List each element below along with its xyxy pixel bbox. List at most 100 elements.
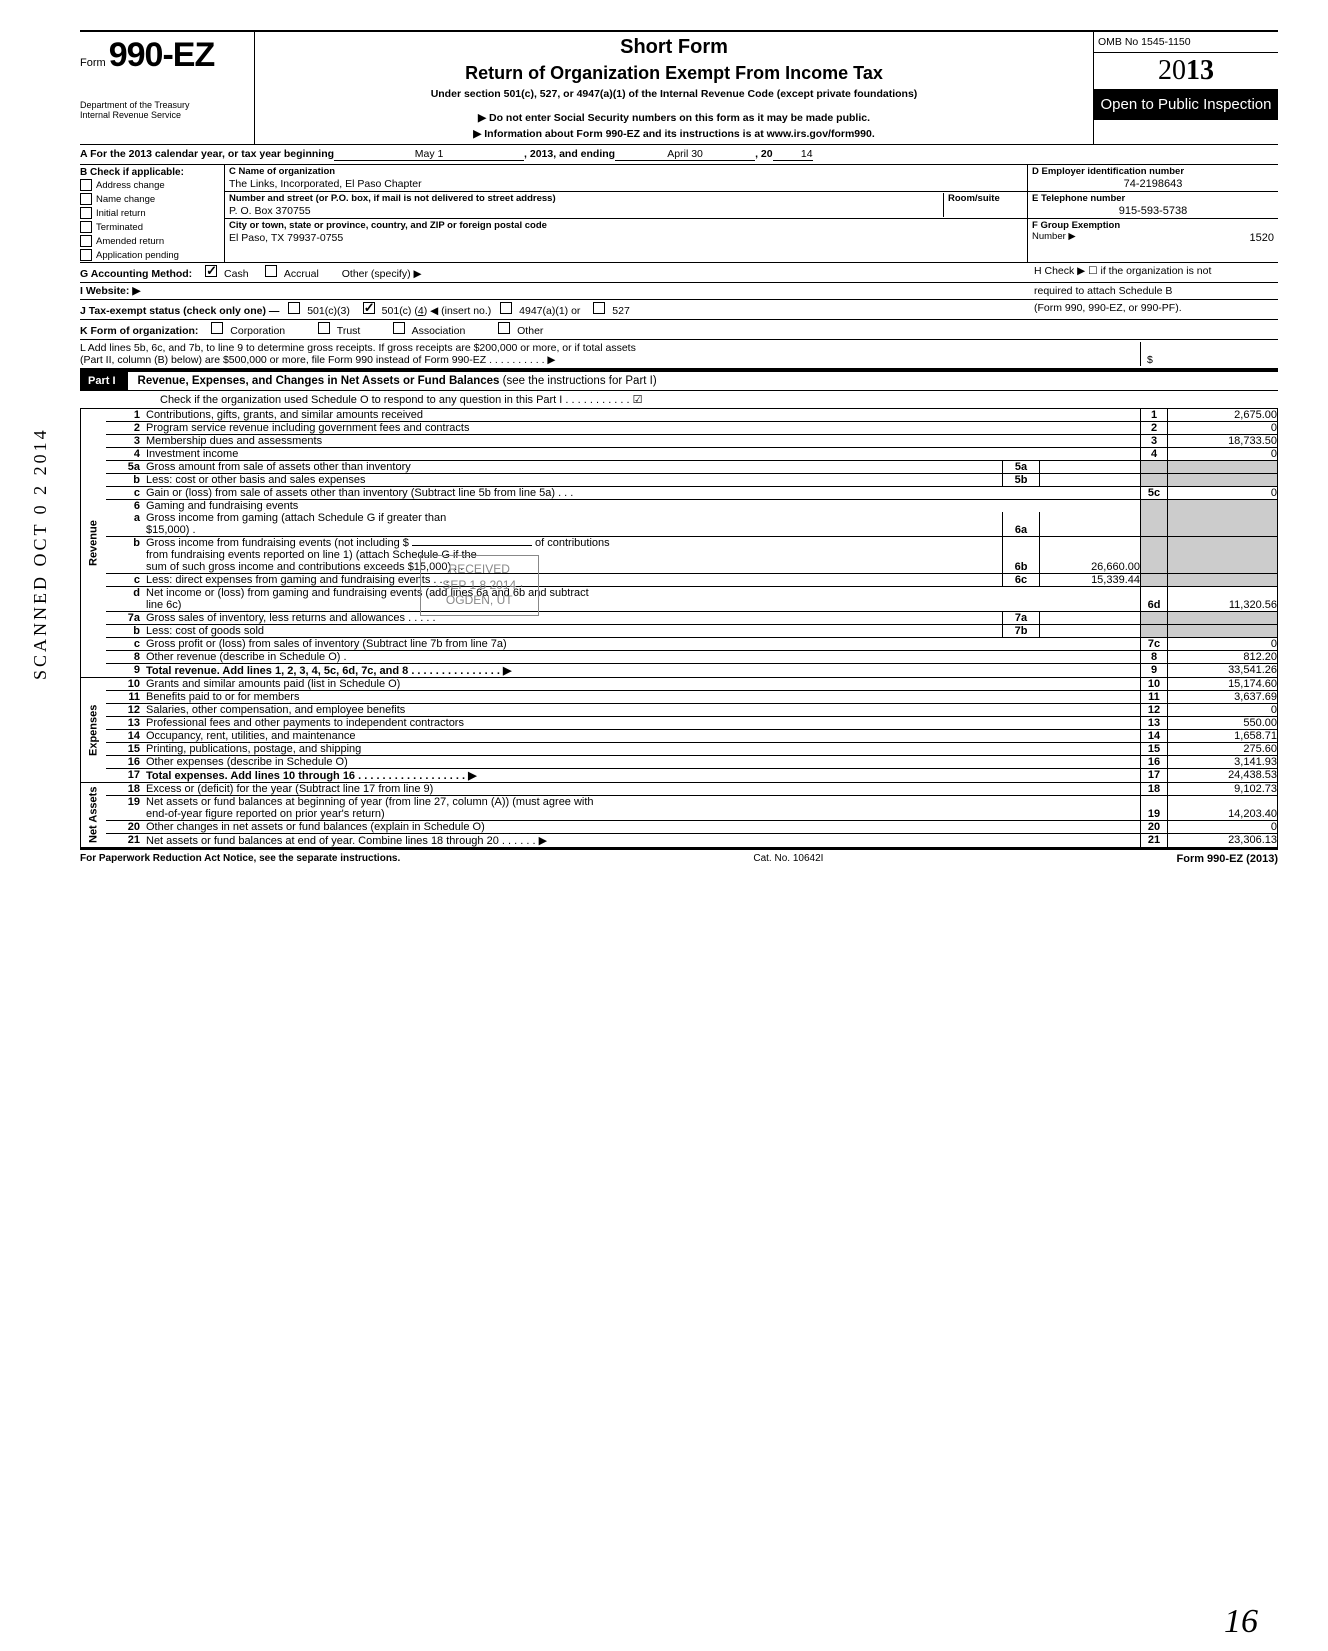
amt-17: 24,438.53 [1168,769,1278,782]
org-city: El Paso, TX 79937-0755 [229,231,1023,244]
ty-end-month: April 30 [615,148,755,161]
amt-12: 0 [1168,704,1278,716]
scanned-stamp: SCANNED OCT 0 2 2014 [30,427,51,680]
chk-amended[interactable] [80,235,92,247]
expenses-section: Expenses 10Grants and similar amounts pa… [80,678,1278,783]
expenses-label: Expenses [80,678,106,782]
open-to-public: Open to Public Inspection [1094,90,1278,120]
desc-21: Net assets or fund balances at end of ye… [146,834,1140,847]
sv-7a [1040,612,1140,624]
desc-9: Total revenue. Add lines 1, 2, 3, 4, 5c,… [146,664,1140,677]
phone: 915-593-5738 [1032,204,1274,217]
revenue-section: Revenue 1 Contributions, gifts, grants, … [80,409,1278,678]
arrow-ssn: ▶ Do not enter Social Security numbers o… [263,112,1085,124]
entity-block: B Check if applicable: Address change Na… [80,165,1278,263]
amt-5c: 0 [1168,487,1278,499]
ein: 74-2198643 [1032,177,1274,190]
amt-15: 275.60 [1168,743,1278,755]
chk-4947[interactable] [500,302,512,314]
chk-other-org[interactable] [498,322,510,334]
amt-7c: 0 [1168,638,1278,650]
d-ein-label: D Employer identification number [1032,166,1274,177]
desc-3: Membership dues and assessments [146,435,1140,447]
h-text-1: H Check ▶ ☐ if the organization is not [1028,265,1278,280]
desc-20: Other changes in net assets or fund bala… [146,821,1140,833]
c-name-label: C Name of organization [229,166,1023,177]
title-short-form: Short Form [263,36,1085,59]
chk-cash[interactable] [205,265,217,277]
desc-6: Gaming and fundraising events [146,500,1140,512]
org-name: The Links, Incorporated, El Paso Chapter [229,177,1023,190]
desc-13: Professional fees and other payments to … [146,717,1140,729]
chk-501c[interactable] [363,302,375,314]
org-street: P. O. Box 370755 [229,204,943,217]
dept-line2: Internal Revenue Service [80,111,250,121]
amt-6d: 11,320.56 [1168,587,1278,611]
amt-4: 0 [1168,448,1278,460]
chk-assoc[interactable] [393,322,405,334]
footer: For Paperwork Reduction Act Notice, see … [80,849,1278,865]
desc-10: Grants and similar amounts paid (list in… [146,678,1140,690]
room-label: Room/suite [948,193,1023,204]
group-exemption: 1520 [1250,231,1274,244]
amt-13: 550.00 [1168,717,1278,729]
sv-7b [1040,625,1140,637]
amt-16: 3,141.93 [1168,756,1278,768]
desc-5a: Gross amount from sale of assets other t… [146,461,1002,473]
sv-6c: 15,339.44 [1040,574,1140,586]
desc-7b: Less: cost of goods sold [146,625,1002,637]
footer-right: Form 990-EZ (2013) [1177,853,1278,865]
form-number: 990-EZ [109,36,215,74]
chk-corp[interactable] [211,322,223,334]
l-amount: $ [1147,354,1153,366]
chk-527[interactable] [593,302,605,314]
handwritten-page-num: 16 [1224,1603,1258,1641]
sv-5b [1040,474,1140,486]
amt-21: 23,306.13 [1168,834,1278,847]
b-label: B Check if applicable: [80,165,224,178]
chk-app-pending[interactable] [80,249,92,261]
row-k: K Form of organization: Corporation Trus… [80,320,1278,340]
c-city-label: City or town, state or province, country… [229,220,1023,231]
desc-7a: Gross sales of inventory, less returns a… [146,612,1002,624]
amt-8: 812.20 [1168,651,1278,663]
chk-501c3[interactable] [288,302,300,314]
line-a: A For the 2013 calendar year, or tax yea… [80,145,1278,165]
f-group-label: F Group Exemption [1032,220,1274,231]
chk-trust[interactable] [318,322,330,334]
desc-14: Occupancy, rent, utilities, and maintena… [146,730,1140,742]
netassets-section: Net Assets 18Excess or (deficit) for the… [80,783,1278,849]
chk-terminated[interactable] [80,221,92,233]
chk-accrual[interactable] [265,265,277,277]
desc-6b: Gross income from fundraising events (no… [146,537,1002,573]
sv-6a [1040,512,1140,536]
row-g-h: G Accounting Method: Cash Accrual Other … [80,263,1278,283]
chk-name-change[interactable] [80,193,92,205]
footer-center: Cat. No. 10642I [753,853,823,865]
desc-18: Excess or (deficit) for the year (Subtra… [146,783,1140,795]
ty-end-year: 14 [773,148,813,161]
h-text-3: (Form 990, 990-EZ, or 990-PF). [1028,302,1278,317]
h-text-2: required to attach Schedule B [1028,285,1278,297]
amtn-1: 1 [1140,409,1168,421]
amt-10: 15,174.60 [1168,678,1278,690]
desc-6a: Gross income from gaming (attach Schedul… [146,512,1002,536]
desc-5b: Less: cost or other basis and sales expe… [146,474,1002,486]
desc-8: Other revenue (describe in Schedule O) . [146,651,1140,663]
amt-19: 14,203.40 [1168,796,1278,820]
desc-16: Other expenses (describe in Schedule O) [146,756,1140,768]
desc-12: Salaries, other compensation, and employ… [146,704,1140,716]
form-header: Form 990-EZ Department of the Treasury I… [80,30,1278,145]
c-street-label: Number and street (or P.O. box, if mail … [229,193,943,204]
amt-1: 2,675.00 [1168,409,1278,421]
ty-begin: May 1 [334,148,524,161]
subtitle: Under section 501(c), 527, or 4947(a)(1)… [263,88,1085,100]
amt-14: 1,658.71 [1168,730,1278,742]
desc-5c: Gain or (loss) from sale of assets other… [146,487,1140,499]
desc-6d: Net income or (loss) from gaming and fun… [146,587,1140,611]
desc-7c: Gross profit or (loss) from sales of inv… [146,638,1140,650]
amt-20: 0 [1168,821,1278,833]
chk-initial-return[interactable] [80,207,92,219]
chk-address-change[interactable] [80,179,92,191]
desc-4: Investment income [146,448,1140,460]
